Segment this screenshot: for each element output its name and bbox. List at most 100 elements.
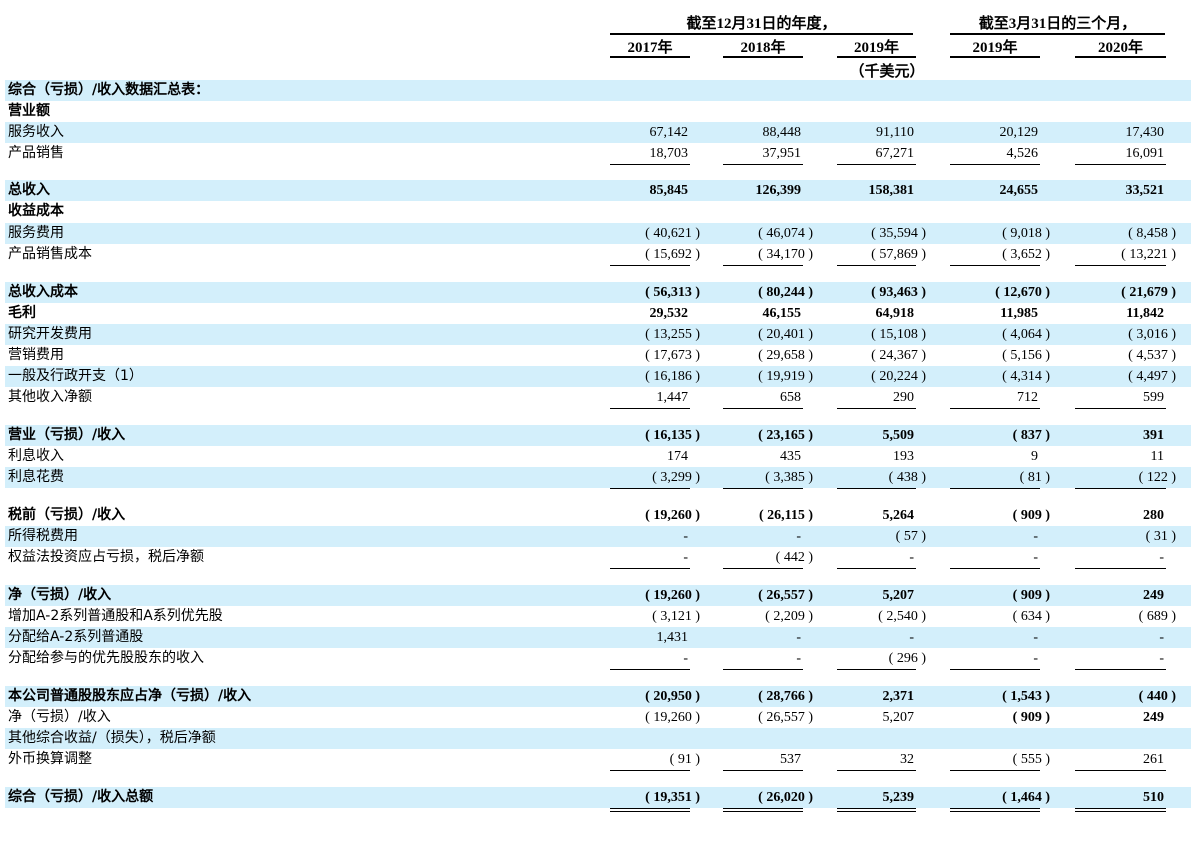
cell-value: ( 57 ) — [895, 529, 926, 544]
cell-value: ( 35,594 ) — [871, 226, 926, 241]
row-band — [5, 324, 1191, 345]
cell-value: 5,509 — [882, 428, 915, 443]
cell-value: ( 13,221 ) — [1121, 247, 1176, 262]
cell-value: ( 28,766 ) — [758, 689, 813, 704]
cell-value: - — [1033, 651, 1038, 666]
row-label: 总收入 — [8, 182, 50, 198]
cell-value: ( 46,074 ) — [758, 226, 813, 241]
cell-value: ( 24,367 ) — [871, 348, 926, 363]
cell-value: ( 91 ) — [669, 752, 700, 767]
cell-value: 280 — [1143, 508, 1164, 523]
cell-value: ( 26,115 ) — [758, 508, 813, 523]
year-header: 2018年 — [740, 40, 786, 56]
cell-value: 261 — [1143, 752, 1164, 767]
cell-value: 435 — [780, 449, 801, 464]
cell-value: 712 — [1017, 390, 1038, 405]
cell-value: ( 57,869 ) — [871, 247, 926, 262]
rule — [723, 56, 803, 58]
group-header: 截至12月31日的年度， — [686, 16, 837, 32]
row-band — [5, 728, 1191, 749]
cell-value: 29,532 — [649, 306, 689, 321]
cell-value: - — [1159, 550, 1164, 565]
year-header: 2019年 — [972, 40, 1018, 56]
row-band — [5, 585, 1191, 606]
rule — [950, 164, 1040, 165]
rule — [950, 33, 1165, 35]
cell-value: ( 20,950 ) — [645, 689, 700, 704]
cell-value: ( 440 ) — [1138, 689, 1176, 704]
cell-value: ( 2,209 ) — [765, 609, 813, 624]
rule — [723, 811, 803, 812]
cell-value: ( 19,260 ) — [645, 710, 700, 725]
row-label: 利息花费 — [8, 469, 64, 485]
cell-value: ( 555 ) — [1012, 752, 1050, 767]
rule — [837, 164, 916, 165]
rule — [610, 265, 690, 266]
cell-value: 67,271 — [875, 146, 915, 161]
cell-value: ( 4,064 ) — [1002, 327, 1050, 342]
cell-value: 1,447 — [656, 390, 689, 405]
cell-value: - — [796, 529, 801, 544]
rule — [950, 408, 1040, 409]
year-header: 2019年 — [853, 40, 899, 56]
cell-value: ( 837 ) — [1012, 428, 1050, 443]
cell-value: ( 19,260 ) — [645, 508, 700, 523]
rule — [950, 568, 1040, 569]
cell-value: 249 — [1143, 710, 1164, 725]
cell-value: - — [796, 630, 801, 645]
cell-value: ( 16,135 ) — [645, 428, 700, 443]
row-band — [5, 425, 1191, 446]
cell-value: ( 20,224 ) — [871, 369, 926, 384]
rule — [1075, 669, 1166, 670]
rule — [723, 164, 803, 165]
cell-value: ( 9,018 ) — [1002, 226, 1050, 241]
cell-value: 11,842 — [1126, 306, 1164, 321]
cell-value: 193 — [893, 449, 914, 464]
cell-value: 5,239 — [882, 790, 915, 805]
cell-value: 85,845 — [649, 183, 689, 198]
cell-value: ( 909 ) — [1012, 588, 1050, 603]
rule — [723, 770, 803, 771]
rule — [610, 488, 690, 489]
cell-value: ( 26,557 ) — [758, 588, 813, 603]
cell-value: ( 3,121 ) — [652, 609, 700, 624]
cell-value: 126,399 — [755, 183, 802, 198]
row-band — [5, 787, 1191, 808]
rule — [837, 808, 916, 809]
cell-value: ( 31 ) — [1145, 529, 1176, 544]
cell-value: 9 — [1031, 449, 1038, 464]
row-label: 营业（亏损）/收入 — [8, 427, 126, 443]
rule — [1075, 56, 1166, 58]
cell-value: ( 909 ) — [1012, 508, 1050, 523]
rule — [723, 808, 803, 809]
cell-value: ( 296 ) — [888, 651, 926, 666]
rule — [837, 568, 916, 569]
cell-value: - — [683, 651, 688, 666]
rule — [610, 770, 690, 771]
cell-value: ( 93,463 ) — [871, 285, 926, 300]
rule — [610, 669, 690, 670]
cell-value: 46,155 — [762, 306, 802, 321]
cell-value: 17,430 — [1125, 125, 1165, 140]
rule — [1075, 488, 1166, 489]
cell-value: ( 15,108 ) — [871, 327, 926, 342]
cell-value: ( 8,458 ) — [1128, 226, 1176, 241]
rule — [950, 770, 1040, 771]
cell-value: ( 19,919 ) — [758, 369, 813, 384]
cell-value: - — [683, 550, 688, 565]
rule — [1075, 164, 1166, 165]
row-band — [5, 526, 1191, 547]
rule — [610, 164, 690, 165]
cell-value: - — [1159, 651, 1164, 666]
row-label: 毛利 — [8, 305, 36, 321]
cell-value: 11,985 — [1000, 306, 1038, 321]
group-header: 截至3月31日的三个月， — [978, 16, 1137, 32]
row-label: 其他收入净额 — [8, 389, 92, 405]
cell-value: 510 — [1143, 790, 1164, 805]
cell-value: ( 3,385 ) — [765, 470, 813, 485]
cell-value: ( 122 ) — [1138, 470, 1176, 485]
cell-value: 391 — [1143, 428, 1164, 443]
row-band — [5, 80, 1191, 101]
cell-value: 18,703 — [649, 146, 689, 161]
cell-value: ( 1,543 ) — [1002, 689, 1050, 704]
